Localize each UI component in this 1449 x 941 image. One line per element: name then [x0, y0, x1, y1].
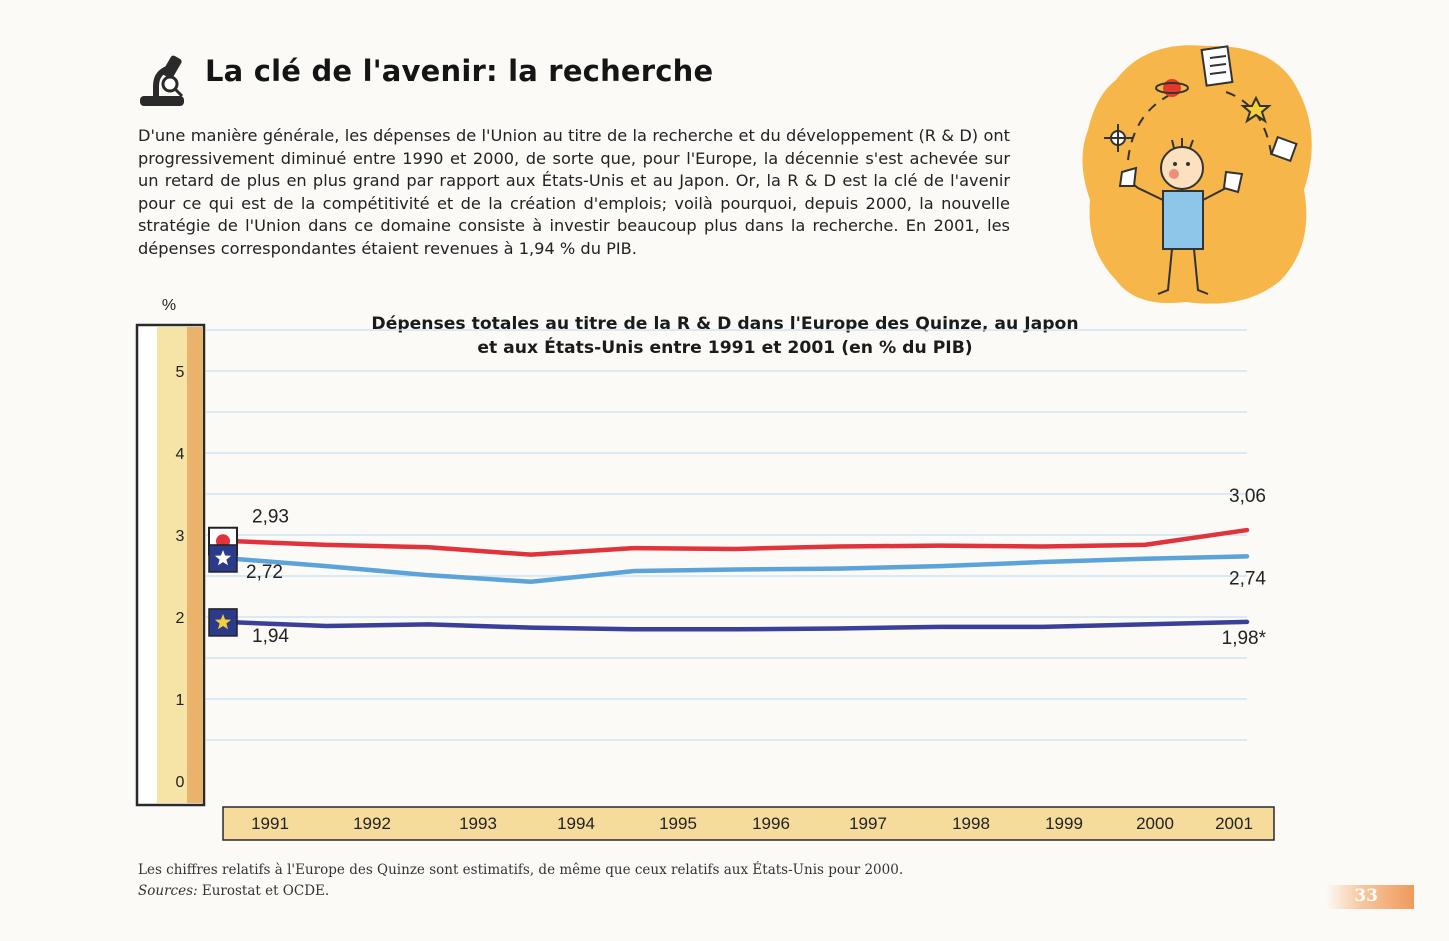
- series-line-1: [221, 527, 1250, 557]
- usa-marker-box: [208, 544, 238, 573]
- chart-title-line1: Dépenses totales au titre de la R & D da…: [371, 314, 1079, 334]
- x-tick-label: 1996: [752, 814, 790, 833]
- y-tick-label: 1: [176, 692, 185, 709]
- x-tick-label: 2001: [1215, 814, 1253, 833]
- white-star-icon: [214, 550, 232, 566]
- x-tick-label: 1991: [251, 814, 289, 833]
- end-value-label: 1,98*: [1222, 628, 1267, 649]
- end-value-label: 3,06: [1229, 486, 1266, 507]
- footnote-note: Les chiffres relatifs à l'Europe des Qui…: [138, 862, 904, 878]
- series-markers: [208, 526, 238, 637]
- x-tick-label: 1997: [849, 814, 887, 833]
- y-axis-unit: %: [162, 297, 176, 314]
- start-value-label: 2,93: [252, 507, 289, 528]
- data-labels: 2,93 3,06 2,72 2,74 1,94 1,98*: [246, 486, 1267, 649]
- y-axis-gauge: % 0 1 2 3 4 5: [135, 297, 206, 807]
- y-tick-label: 2: [176, 610, 185, 627]
- y-tick-label: 4: [176, 446, 185, 463]
- x-axis-band: 1991 1992 1993 1994 1995 1996 1997 1998 1999 2000…: [222, 806, 1275, 841]
- footnote: Les chiffres relatifs à l'Europe des Qui…: [138, 860, 903, 902]
- y-tick-label: 0: [176, 774, 185, 791]
- x-tick-label: 1999: [1045, 814, 1083, 833]
- sources-label: Sources:: [138, 883, 198, 899]
- series-lines: [221, 527, 1250, 632]
- x-tick-label: 1998: [952, 814, 990, 833]
- intro-paragraph: D'une manière générale, les dépenses de …: [138, 126, 1010, 258]
- chart-title-line2: et aux États-Unis entre 1991 et 2001 (en…: [477, 338, 973, 358]
- chart-title: Dépenses totales au titre de la R & D da…: [360, 312, 1090, 360]
- series-line-2: [221, 554, 1250, 584]
- x-tick-label: 1995: [659, 814, 697, 833]
- eu-marker-box: [208, 608, 238, 637]
- japan-marker-box: [208, 526, 238, 556]
- x-tick-label: 2000: [1136, 814, 1174, 833]
- x-tick-label: 1993: [459, 814, 497, 833]
- gauge-frame: [135, 323, 206, 807]
- gauge-light-strip: [157, 327, 187, 803]
- end-value-label: 2,74: [1229, 568, 1266, 589]
- start-value-label: 2,72: [246, 562, 283, 583]
- juggler-illustration: [1082, 45, 1312, 304]
- x-axis-band-rect: [222, 806, 1275, 841]
- x-tick-label: 1992: [353, 814, 391, 833]
- gauge-dark-strip: [187, 327, 203, 803]
- grid-lines: [206, 329, 1247, 741]
- page-number-tab: 33: [1326, 885, 1414, 909]
- y-tick-label: 5: [176, 364, 185, 381]
- series-line-3: [221, 619, 1250, 632]
- y-tick-label: 3: [176, 528, 185, 545]
- x-tick-label: 1994: [557, 814, 595, 833]
- red-dot-icon: [216, 534, 230, 549]
- page-number: 33: [1354, 886, 1378, 906]
- gold-star-icon: [214, 613, 232, 630]
- start-value-label: 1,94: [252, 626, 289, 647]
- page-title: La clé de l'avenir: la recherche: [205, 54, 714, 88]
- sources-text: Eurostat et OCDE.: [197, 883, 330, 899]
- footnote-sources: Sources: Eurostat et OCDE.: [138, 881, 903, 902]
- microscope-icon: [140, 55, 184, 106]
